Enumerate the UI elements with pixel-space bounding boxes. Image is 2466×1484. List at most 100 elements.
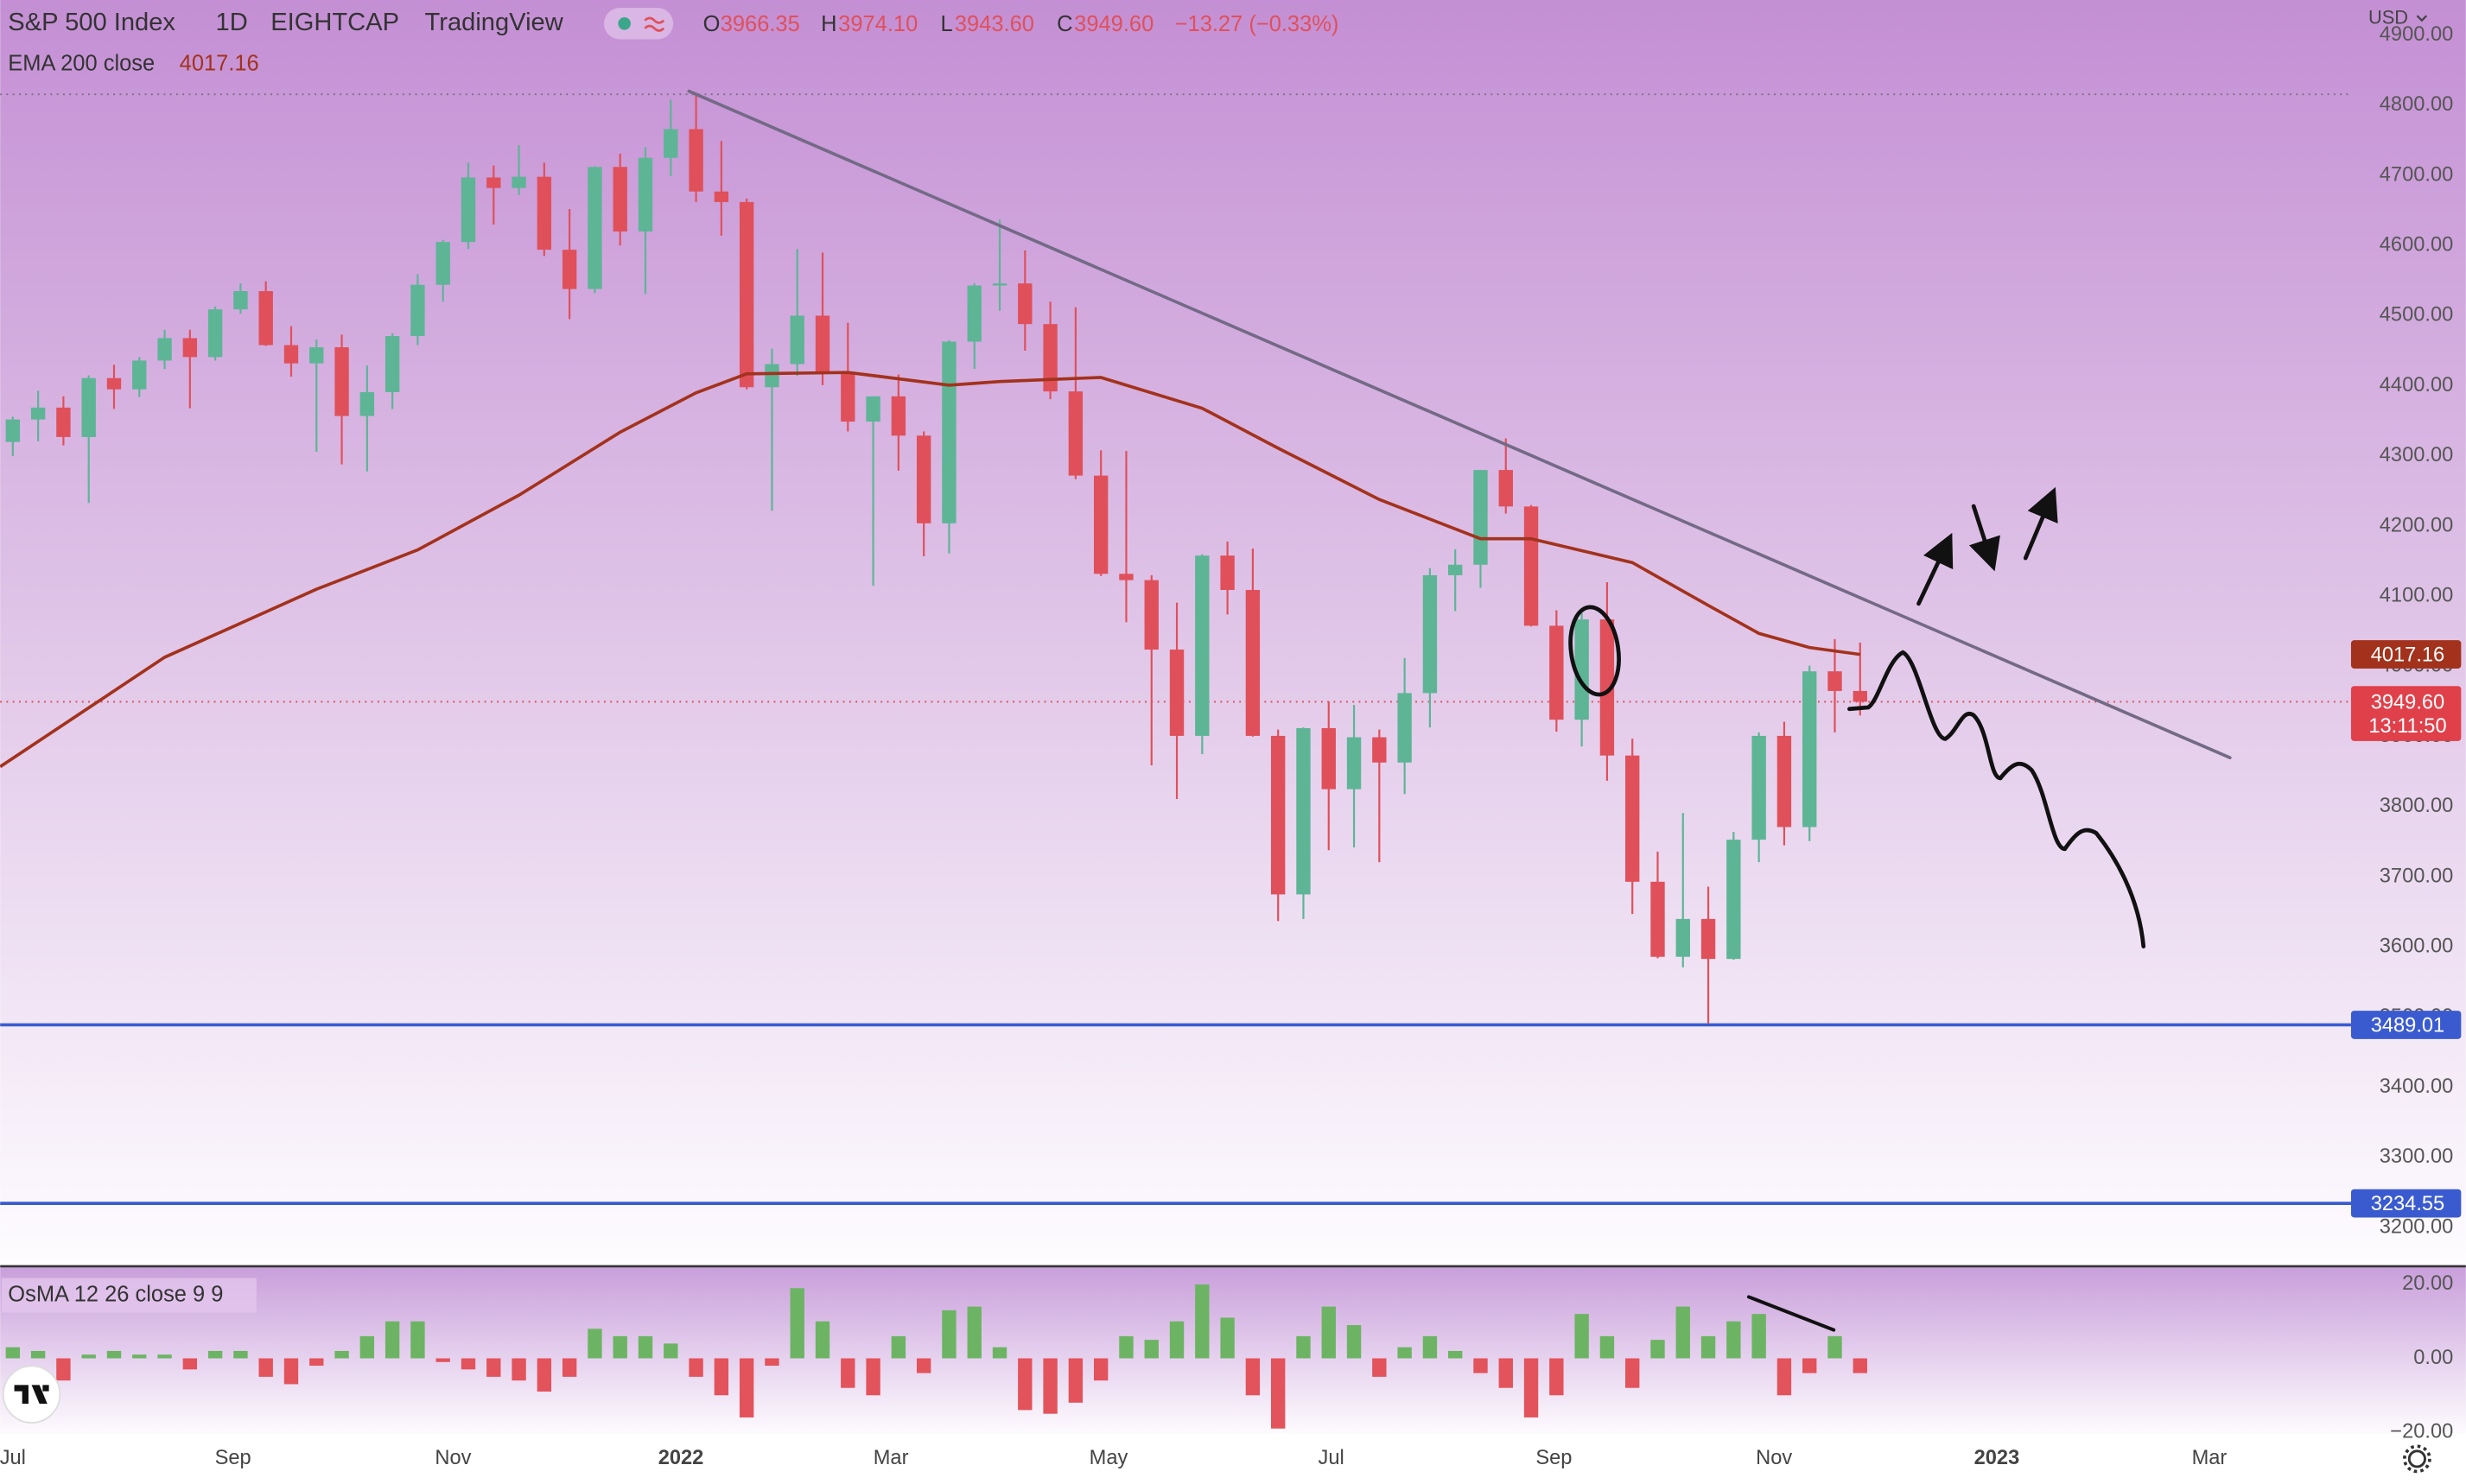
currency[interactable]: USD [2368, 7, 2408, 29]
candle-body [1625, 755, 1640, 882]
candle-body [1751, 735, 1766, 840]
histogram-bar [233, 1350, 248, 1359]
histogram-bar [916, 1358, 931, 1373]
level-label-box [2350, 1189, 2462, 1218]
osma-legend-box [2, 1278, 257, 1313]
histogram-bar [512, 1358, 526, 1381]
candle-body [815, 315, 830, 374]
candle-body [461, 177, 476, 243]
ema-legend-value: 4017.16 [180, 51, 259, 75]
plot: 4900.00 4800.00 4700.00 4600.00 4500.00 4400.… [0, 23, 2462, 1469]
histogram-bar [1068, 1358, 1084, 1403]
time-axis [0, 1433, 2466, 1484]
data-status [644, 16, 665, 32]
x-tick-label: May [1090, 1447, 1128, 1469]
histogram-bar [486, 1358, 501, 1377]
x-tick-label: Jul [0, 1447, 26, 1469]
x-tick-label: Sep [215, 1447, 251, 1469]
candle-body [1574, 619, 1589, 720]
candle-body [1169, 650, 1185, 736]
candle-body [1119, 574, 1134, 580]
candle-body [56, 407, 71, 437]
candle-body [1650, 881, 1665, 957]
histogram-bar [1574, 1314, 1589, 1359]
candle-body [410, 284, 425, 336]
candle-body [689, 129, 703, 192]
y-tick-label: 3300.00 [2380, 1145, 2453, 1168]
histogram-bar [689, 1358, 703, 1377]
histogram-bar [1119, 1335, 1134, 1359]
histogram-bar [537, 1358, 552, 1392]
histogram-bar [1043, 1358, 1058, 1414]
status-pill[interactable] [604, 8, 674, 40]
ohlc-value: 3949.60 [1074, 12, 1154, 36]
level-label-box [2350, 1011, 2462, 1039]
symbol: S&P 500 Index [8, 9, 175, 36]
settings-teeth [2403, 1444, 2431, 1474]
histogram-bar [942, 1310, 957, 1359]
candle-body [765, 364, 779, 388]
histogram-bar [1853, 1358, 1867, 1373]
histogram-bar [1270, 1358, 1286, 1429]
candle-body [992, 283, 1007, 286]
currency-caret [2416, 15, 2428, 22]
ohlc-value: 3966.35 [721, 12, 800, 36]
level-label: 3489.01 [2371, 1015, 2444, 1037]
histogram-bar [1448, 1350, 1463, 1359]
candle-body [841, 373, 855, 422]
histogram-bar [81, 1354, 96, 1359]
settings-icon [2407, 1449, 2426, 1468]
y-tick-label: 4400.00 [2380, 374, 2453, 396]
candle-body [1827, 671, 1842, 691]
candle-body [1245, 589, 1261, 736]
exchange: EIGHTCAP [270, 9, 399, 36]
candle-body [1195, 555, 1210, 736]
histogram-bar [664, 1343, 678, 1359]
candle-body [588, 167, 602, 289]
candle-body [1270, 735, 1286, 895]
arrow-down [1968, 504, 2000, 572]
candle-body [182, 338, 198, 358]
candle-body [1043, 324, 1058, 392]
divergence-line [1746, 1295, 1836, 1332]
histogram-bar [1549, 1358, 1564, 1396]
candle-body [1549, 625, 1564, 720]
candle-body [334, 346, 349, 416]
candle-body [1498, 470, 1513, 507]
histogram-bar [1018, 1358, 1033, 1411]
x-tick-label: Nov [1756, 1447, 1792, 1469]
histogram-bar [1093, 1358, 1109, 1381]
settings[interactable] [2403, 1444, 2431, 1474]
circle-mark [1568, 605, 1621, 697]
projection-path [1847, 650, 2146, 948]
x-tick-label: 2022 [658, 1447, 704, 1469]
histogram-bar [1802, 1358, 1817, 1373]
candle-body [1346, 737, 1362, 790]
histogram-bar [334, 1350, 349, 1359]
histogram-bar [182, 1358, 198, 1370]
logo[interactable] [2, 1365, 61, 1424]
candle-body [1220, 555, 1235, 590]
last-price-box [2350, 686, 2462, 741]
candle-body [1726, 840, 1741, 960]
candle-body [1523, 506, 1539, 626]
candle-body [1853, 690, 1867, 702]
x-tick-label: Mar [2192, 1447, 2228, 1469]
candle-body [233, 291, 248, 310]
histogram-bar [283, 1358, 299, 1385]
market-status [618, 17, 631, 30]
candle-body [1700, 918, 1716, 960]
histogram-bar [588, 1329, 602, 1359]
candle-body [1321, 727, 1336, 790]
histogram-bar [207, 1350, 223, 1359]
histogram-bar [891, 1335, 906, 1359]
candle-body [537, 176, 552, 251]
logo-mark [14, 1385, 49, 1405]
histogram-bar [992, 1347, 1007, 1359]
candle-body [891, 396, 906, 436]
candle-body [359, 391, 375, 416]
histogram-bar [1776, 1358, 1792, 1396]
y-tick-label: 4100.00 [2380, 585, 2453, 607]
histogram-bar [1498, 1358, 1513, 1388]
candle-body [207, 309, 223, 358]
